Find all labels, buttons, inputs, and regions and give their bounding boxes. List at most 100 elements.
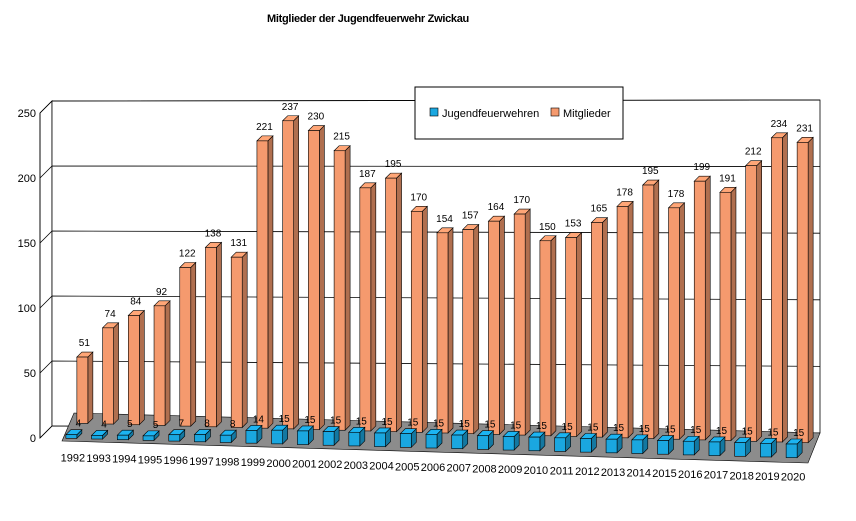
x-tick-label: 2007 xyxy=(446,463,470,475)
bar-mitglieder-side xyxy=(627,200,634,439)
bar-mitglieder-side xyxy=(730,186,737,442)
bar-mitglieder-side xyxy=(524,208,531,436)
bar-mitglieder-side xyxy=(782,132,788,443)
legend-label-mitglieder: Mitglieder xyxy=(563,108,611,120)
bar-mitglieder xyxy=(230,251,248,429)
bar-jugendfeuerwehren xyxy=(656,434,675,455)
bar-jugendfeuerwehren-front xyxy=(708,441,721,456)
bar-mitglieder-side xyxy=(602,216,608,438)
data-label-jugendfeuerwehren: 15 xyxy=(433,418,445,429)
bar-mitglieder-front xyxy=(513,213,526,436)
data-label-jugendfeuerwehren: 15 xyxy=(562,422,574,433)
bar-mitglieder xyxy=(744,159,763,443)
x-tick-label: 2020 xyxy=(781,472,805,484)
bar-mitglieder-side xyxy=(293,115,299,430)
bar-mitglieder xyxy=(153,300,171,427)
data-label-jugendfeuerwehren: 15 xyxy=(279,414,291,425)
data-label-mitglieder: 191 xyxy=(719,173,736,184)
data-label-mitglieder: 92 xyxy=(156,287,168,298)
bar-jugendfeuerwehren-front xyxy=(245,430,258,444)
bar-jugendfeuerwehren xyxy=(733,436,752,458)
bar-mitglieder-front xyxy=(462,229,475,434)
bar-mitglieder xyxy=(410,205,429,434)
bar-mitglieder xyxy=(76,351,94,425)
bar-mitglieder-front xyxy=(153,305,166,426)
gridline xyxy=(39,230,821,244)
data-label-mitglieder: 234 xyxy=(771,119,788,130)
x-tick-label: 2006 xyxy=(421,462,445,474)
bar-mitglieder xyxy=(384,172,403,433)
bar-mitglieder-front xyxy=(179,267,192,427)
data-label-jugendfeuerwehren: 15 xyxy=(407,418,419,429)
bar-jugendfeuerwehren xyxy=(348,426,366,447)
bar-mitglieder-front xyxy=(616,206,629,439)
data-label-jugendfeuerwehren: 15 xyxy=(767,427,779,438)
bar-jugendfeuerwehren xyxy=(168,429,186,442)
x-tick-label: 1999 xyxy=(241,457,265,469)
bar-mitglieder-side xyxy=(267,135,274,429)
data-label-mitglieder: 164 xyxy=(488,202,505,213)
bar-mitglieder xyxy=(719,186,737,442)
bar-jugendfeuerwehren xyxy=(708,436,726,457)
x-tick-label: 2017 xyxy=(704,470,728,482)
bar-jugendfeuerwehren-front xyxy=(477,435,489,450)
x-axis: 1992 1993 1994 1995 1996 1997 1998 1999 2000 2001… xyxy=(61,452,806,483)
x-tick-label: 1996 xyxy=(164,455,188,467)
data-label-mitglieder: 131 xyxy=(230,238,247,249)
x-tick-label: 2008 xyxy=(472,463,496,475)
data-label-mitglieder: 230 xyxy=(308,112,325,123)
bar-mitglieder-front xyxy=(410,211,423,433)
bar-mitglieder xyxy=(564,231,583,438)
bar-mitglieder-side xyxy=(499,215,505,436)
bar-mitglieder-side xyxy=(319,124,325,431)
bar-mitglieder xyxy=(461,223,480,435)
x-tick-label: 2004 xyxy=(369,461,393,473)
bar-mitglieder xyxy=(307,124,326,431)
bar-jugendfeuerwehren-front xyxy=(605,438,618,454)
bar-jugendfeuerwehren-front xyxy=(297,430,309,445)
data-label-mitglieder: 170 xyxy=(410,192,427,203)
data-label-mitglieder: 51 xyxy=(79,338,91,349)
data-label-jugendfeuerwehren: 14 xyxy=(253,414,265,425)
data-label-mitglieder: 153 xyxy=(565,219,582,230)
data-label-jugendfeuerwehren: 15 xyxy=(587,422,599,433)
bar-jugendfeuerwehren-front xyxy=(451,434,464,449)
bar-jugendfeuerwehren xyxy=(373,427,392,448)
bar-jugendfeuerwehren-front xyxy=(528,436,541,452)
bar-mitglieder-front xyxy=(488,220,500,435)
data-label-jugendfeuerwehren: 5 xyxy=(127,419,133,430)
bar-mitglieder xyxy=(513,208,531,436)
bar-mitglieder-front xyxy=(591,222,603,438)
bar-jugendfeuerwehren-front xyxy=(117,434,129,441)
x-tick-label: 2000 xyxy=(266,458,290,470)
data-label-jugendfeuerwehren: 4 xyxy=(101,419,107,430)
legend-swatch-mitglieder xyxy=(550,107,560,117)
bar-mitglieder-side xyxy=(139,309,145,426)
bar-jugendfeuerwehren-front xyxy=(657,440,669,455)
legend: Jugendfeuerwehren Mitglieder xyxy=(414,86,624,140)
data-label-mitglieder: 154 xyxy=(436,214,453,225)
bar-jugendfeuerwehren-front xyxy=(65,434,78,439)
bar-jugendfeuerwehren-front xyxy=(425,434,438,449)
bar-jugendfeuerwehren xyxy=(399,427,418,449)
y-axis: 0 50 100 150 200 250 xyxy=(18,108,41,445)
data-label-mitglieder: 195 xyxy=(642,166,659,177)
bar-mitglieder-front xyxy=(333,150,346,431)
bar-jugendfeuerwehren-front xyxy=(734,442,746,457)
bar-jugendfeuerwehren xyxy=(116,429,135,441)
bar-jugendfeuerwehren-front xyxy=(502,436,515,451)
bar-mitglieder-side xyxy=(113,322,119,425)
x-tick-label: 1997 xyxy=(189,456,213,468)
data-label-jugendfeuerwehren: 15 xyxy=(716,426,728,437)
bar-jugendfeuerwehren xyxy=(605,433,623,454)
bar-jugendfeuerwehren xyxy=(759,437,778,458)
x-tick-label: 2013 xyxy=(601,467,625,479)
bar-mitglieder-side xyxy=(653,179,660,440)
bar-mitglieder-front xyxy=(76,356,89,424)
y-tick-label: 250 xyxy=(18,108,36,120)
bar-mitglieder-side xyxy=(396,172,402,433)
bar-jugendfeuerwehren xyxy=(322,425,340,446)
bar-jugendfeuerwehren xyxy=(682,435,700,456)
bar-jugendfeuerwehren xyxy=(219,429,237,444)
